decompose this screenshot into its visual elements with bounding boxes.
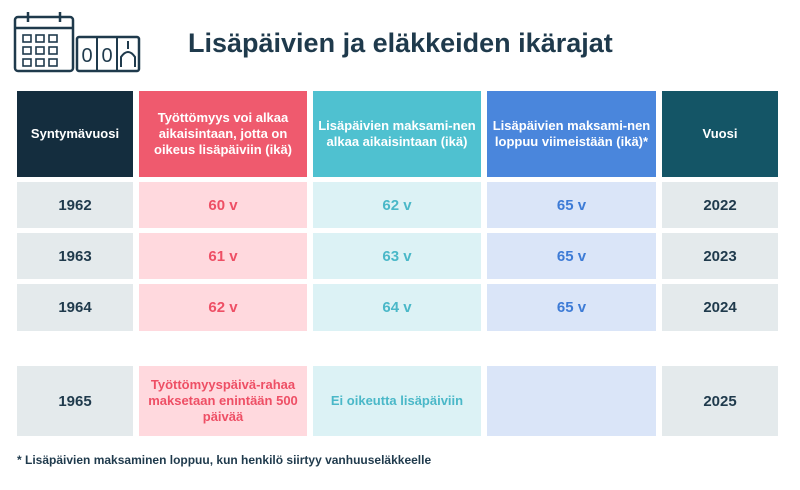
table-cell-birth-year: 1964 [17, 284, 133, 331]
table-cell-payment-end: 65 v [487, 284, 656, 331]
column-header-payment-end-age: Lisäpäivien maksami-nen loppuu viimeistä… [487, 91, 656, 177]
table-cell-payment-start: 63 v [313, 233, 481, 279]
table-cell-unemployment-note: Työttömyyspäivä-rahaa maksetaan enintään… [139, 366, 307, 436]
table-cell-year: 2024 [662, 284, 778, 331]
table-cell-payment-start: 64 v [313, 284, 481, 331]
column-header-payment-start-age: Lisäpäivien maksami-nen alkaa aikaisinta… [313, 91, 481, 177]
table-cell-year: 2022 [662, 182, 778, 228]
table-cell-payment-end: 65 v [487, 233, 656, 279]
table-cell-payment-end: 65 v [487, 182, 656, 228]
column-header-unemployment-start-age: Työttömyys voi alkaa aikaisintaan, jotta… [139, 91, 307, 177]
footnote: * Lisäpäivien maksaminen loppuu, kun hen… [17, 453, 432, 467]
table-cell-year: 2023 [662, 233, 778, 279]
column-header-year: Vuosi [662, 91, 778, 177]
counter-digit-2: 0 [101, 45, 112, 67]
page-title: Lisäpäivien ja eläkkeiden ikärajat [188, 28, 613, 58]
table-cell-unemployment-age: 62 v [139, 284, 307, 331]
table-cell-payment-start: 62 v [313, 182, 481, 228]
header: 0 0 Lisäpäivien ja eläkkeiden ikärajat [0, 0, 800, 80]
column-header-birth-year: Syntymävuosi [17, 91, 133, 177]
table-cell-birth-year: 1963 [17, 233, 133, 279]
table-cell-birth-year: 1965 [17, 366, 133, 436]
table-cell-unemployment-age: 61 v [139, 233, 307, 279]
table-cell-no-extra-days: Ei oikeutta lisäpäiviin [313, 366, 481, 436]
table-cell-birth-year: 1962 [17, 182, 133, 228]
table-cell-unemployment-age: 60 v [139, 182, 307, 228]
table-cell-year: 2025 [662, 366, 778, 436]
counter-digit-1: 0 [81, 45, 92, 67]
table-cell-payment-end-empty [487, 366, 656, 436]
calendar-counter-icon: 0 0 [13, 12, 141, 73]
